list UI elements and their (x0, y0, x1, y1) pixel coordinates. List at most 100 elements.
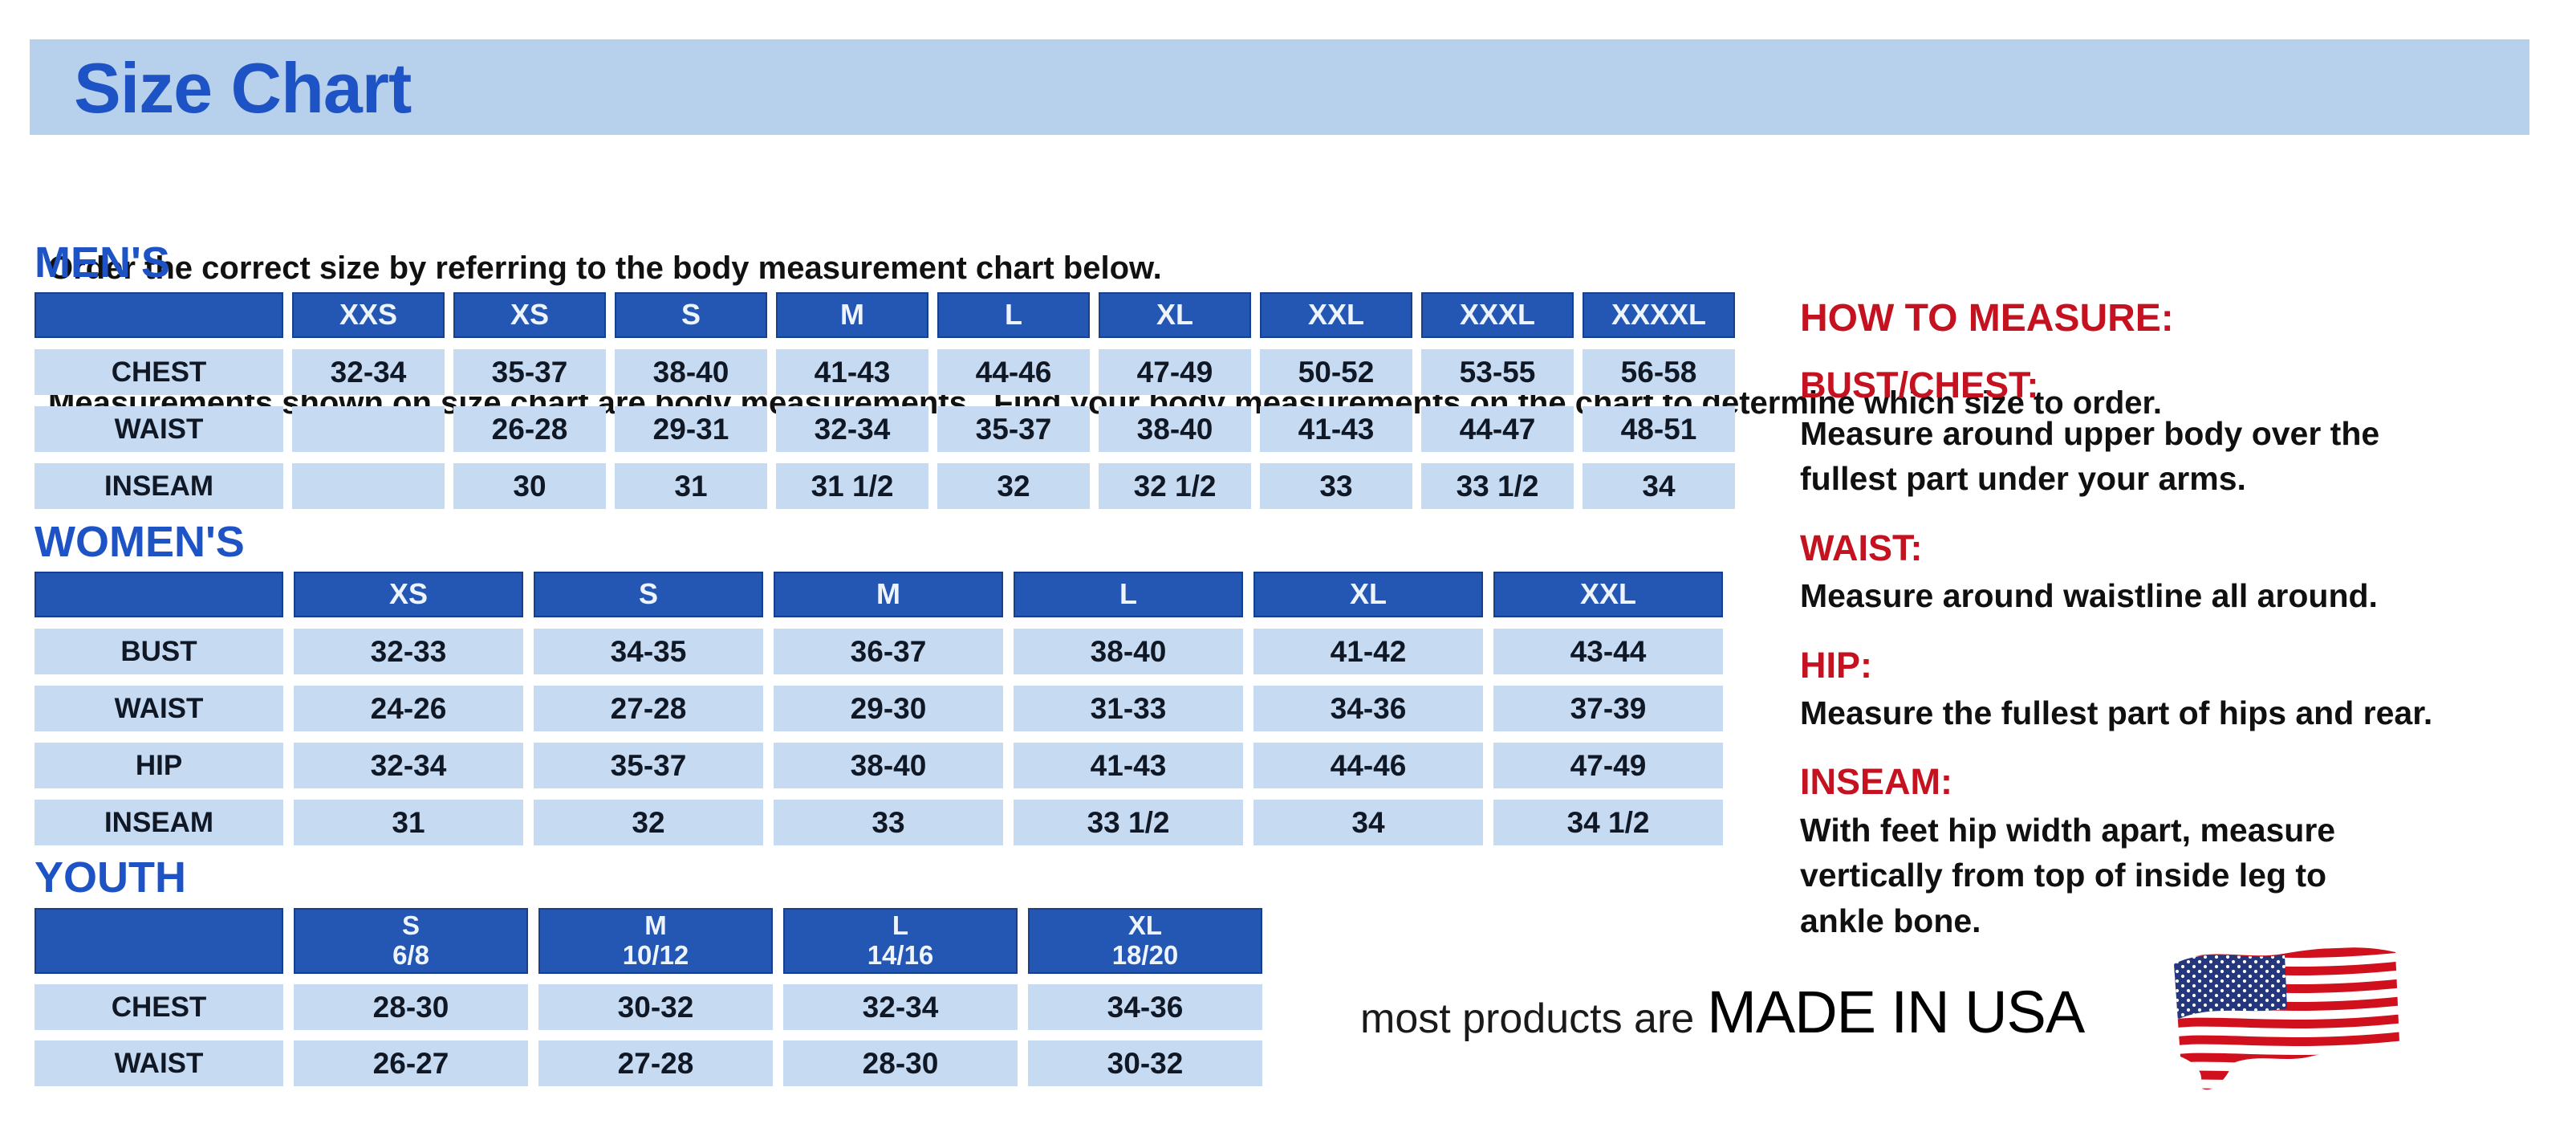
womens-cell-inseam-xxl: 34 1/2 (1493, 800, 1723, 845)
youth-size-table: S 6/8 M 10/12 L 14/16 XL 18/20 CHEST 28-30 30-32 32… (35, 908, 1262, 1086)
womens-row-label-hip: HIP (35, 743, 283, 788)
mens-cell-chest-m: 41-43 (776, 349, 928, 395)
page-title: Size Chart (74, 48, 412, 128)
measure-label-waist: WAIST: (1800, 527, 1923, 568)
mens-col-header-xxxxl: XXXXL (1583, 292, 1735, 338)
womens-cell-waist-xl: 34-36 (1253, 686, 1483, 731)
womens-cell-hip-s: 35-37 (534, 743, 763, 788)
mens-cell-waist-xxs (292, 406, 445, 452)
measure-text-waist: Measure around waistline all around. (1800, 577, 2378, 615)
youth-row-label-waist: WAIST (35, 1040, 283, 1086)
womens-cell-waist-m: 29-30 (774, 686, 1003, 731)
mens-cell-chest-xl: 47-49 (1099, 349, 1251, 395)
mens-col-header-xl: XL (1099, 292, 1251, 338)
mens-cell-chest-xxl: 50-52 (1260, 349, 1412, 395)
womens-cell-waist-xs: 24-26 (294, 686, 523, 731)
made-in-usa-line: most products are MADE IN USA (1360, 978, 2085, 1046)
womens-cell-hip-l: 41-43 (1014, 743, 1243, 788)
youth-cell-waist-s: 26-27 (294, 1040, 528, 1086)
mens-cell-inseam-xxxxl: 34 (1583, 463, 1735, 509)
mens-col-header-m: M (776, 292, 928, 338)
measure-label-inseam: INSEAM: (1800, 761, 1952, 803)
mens-cell-inseam-xxxl: 33 1/2 (1421, 463, 1574, 509)
womens-col-header-m: M (774, 572, 1003, 617)
mens-col-header-xxxl: XXXL (1421, 292, 1574, 338)
womens-cell-hip-xxl: 47-49 (1493, 743, 1723, 788)
section-heading-womens: WOMEN'S (35, 518, 245, 566)
womens-cell-hip-xs: 32-34 (294, 743, 523, 788)
womens-corner-cell (35, 572, 283, 617)
mens-cell-chest-xxxxl: 56-58 (1583, 349, 1735, 395)
made-in-prefix-text: most products are (1360, 996, 1695, 1042)
mens-cell-chest-xxs: 32-34 (292, 349, 445, 395)
mens-cell-inseam-l: 32 (937, 463, 1090, 509)
womens-col-header-xxl: XXL (1493, 572, 1723, 617)
youth-cell-chest-xl: 34-36 (1028, 984, 1262, 1030)
measure-text-bust-chest: Measure around upper body over the fulle… (1800, 414, 2380, 498)
womens-cell-bust-l: 38-40 (1014, 629, 1243, 674)
youth-cell-chest-s: 28-30 (294, 984, 528, 1030)
mens-col-header-l: L (937, 292, 1090, 338)
us-flag-icon (2163, 935, 2403, 1104)
measure-label-hip: HIP: (1800, 644, 1872, 686)
mens-cell-waist-s: 29-31 (615, 406, 767, 452)
how-to-measure-panel: HOW TO MEASURE: BUST/CHEST: Measure aroun… (1800, 297, 2576, 943)
how-to-measure-items: BUST/CHEST: Measure around upper body ove… (1800, 366, 2576, 943)
how-to-measure-heading: HOW TO MEASURE: (1800, 297, 2174, 340)
mens-col-header-xxs: XXS (292, 292, 445, 338)
section-heading-mens: MEN'S (35, 238, 170, 287)
mens-cell-waist-xxl: 41-43 (1260, 406, 1412, 452)
mens-cell-inseam-xxs (292, 463, 445, 509)
mens-col-header-s: S (615, 292, 767, 338)
womens-cell-waist-xxl: 37-39 (1493, 686, 1723, 731)
measure-text-inseam: With feet hip width apart, measure verti… (1800, 811, 2336, 939)
mens-cell-waist-xs: 26-28 (453, 406, 606, 452)
mens-corner-cell (35, 292, 283, 338)
womens-row-label-bust: BUST (35, 629, 283, 674)
youth-corner-cell (35, 908, 283, 974)
youth-cell-chest-l: 32-34 (783, 984, 1018, 1030)
mens-cell-chest-l: 44-46 (937, 349, 1090, 395)
womens-cell-bust-xs: 32-33 (294, 629, 523, 674)
mens-cell-inseam-xs: 30 (453, 463, 606, 509)
mens-cell-inseam-xxl: 33 (1260, 463, 1412, 509)
mens-col-header-xxl: XXL (1260, 292, 1412, 338)
mens-cell-waist-xxxl: 44-47 (1421, 406, 1574, 452)
womens-col-header-xs: XS (294, 572, 523, 617)
womens-cell-bust-m: 36-37 (774, 629, 1003, 674)
mens-row-label-inseam: INSEAM (35, 463, 283, 509)
womens-cell-bust-xxl: 43-44 (1493, 629, 1723, 674)
mens-cell-waist-xl: 38-40 (1099, 406, 1251, 452)
womens-cell-hip-xl: 44-46 (1253, 743, 1483, 788)
youth-cell-waist-l: 28-30 (783, 1040, 1018, 1086)
mens-cell-chest-xs: 35-37 (453, 349, 606, 395)
youth-cell-waist-m: 27-28 (538, 1040, 773, 1086)
mens-cell-inseam-xl: 32 1/2 (1099, 463, 1251, 509)
measure-text-hip: Measure the fullest part of hips and rea… (1800, 694, 2433, 731)
youth-col-header-s-6-8: S 6/8 (294, 908, 528, 974)
womens-size-table: XS S M L XL XXL BUST 32-33 34-35 36-37 38-40 41-42 4… (35, 572, 1723, 845)
mens-cell-inseam-s: 31 (615, 463, 767, 509)
mens-row-label-chest: CHEST (35, 349, 283, 395)
mens-cell-chest-s: 38-40 (615, 349, 767, 395)
womens-cell-inseam-l: 33 1/2 (1014, 800, 1243, 845)
womens-cell-waist-s: 27-28 (534, 686, 763, 731)
womens-cell-bust-xl: 41-42 (1253, 629, 1483, 674)
mens-cell-inseam-m: 31 1/2 (776, 463, 928, 509)
title-banner: Size Chart (30, 39, 2529, 135)
youth-col-header-xl-18-20: XL 18/20 (1028, 908, 1262, 974)
measure-label-bust-chest: BUST/CHEST: (1800, 364, 2039, 406)
mens-cell-waist-m: 32-34 (776, 406, 928, 452)
womens-col-header-s: S (534, 572, 763, 617)
mens-row-label-waist: WAIST (35, 406, 283, 452)
section-heading-youth: YOUTH (35, 853, 186, 902)
intro-line-1: Order the correct size by referring to t… (48, 250, 1162, 286)
womens-row-label-inseam: INSEAM (35, 800, 283, 845)
mens-size-table: XXS XS S M L XL XXL XXXL XXXXL CHEST 32-34 35-37 38-… (35, 292, 1735, 509)
womens-row-label-waist: WAIST (35, 686, 283, 731)
youth-row-label-chest: CHEST (35, 984, 283, 1030)
mens-cell-waist-xxxxl: 48-51 (1583, 406, 1735, 452)
womens-cell-inseam-s: 32 (534, 800, 763, 845)
womens-cell-bust-s: 34-35 (534, 629, 763, 674)
youth-cell-waist-xl: 30-32 (1028, 1040, 1262, 1086)
